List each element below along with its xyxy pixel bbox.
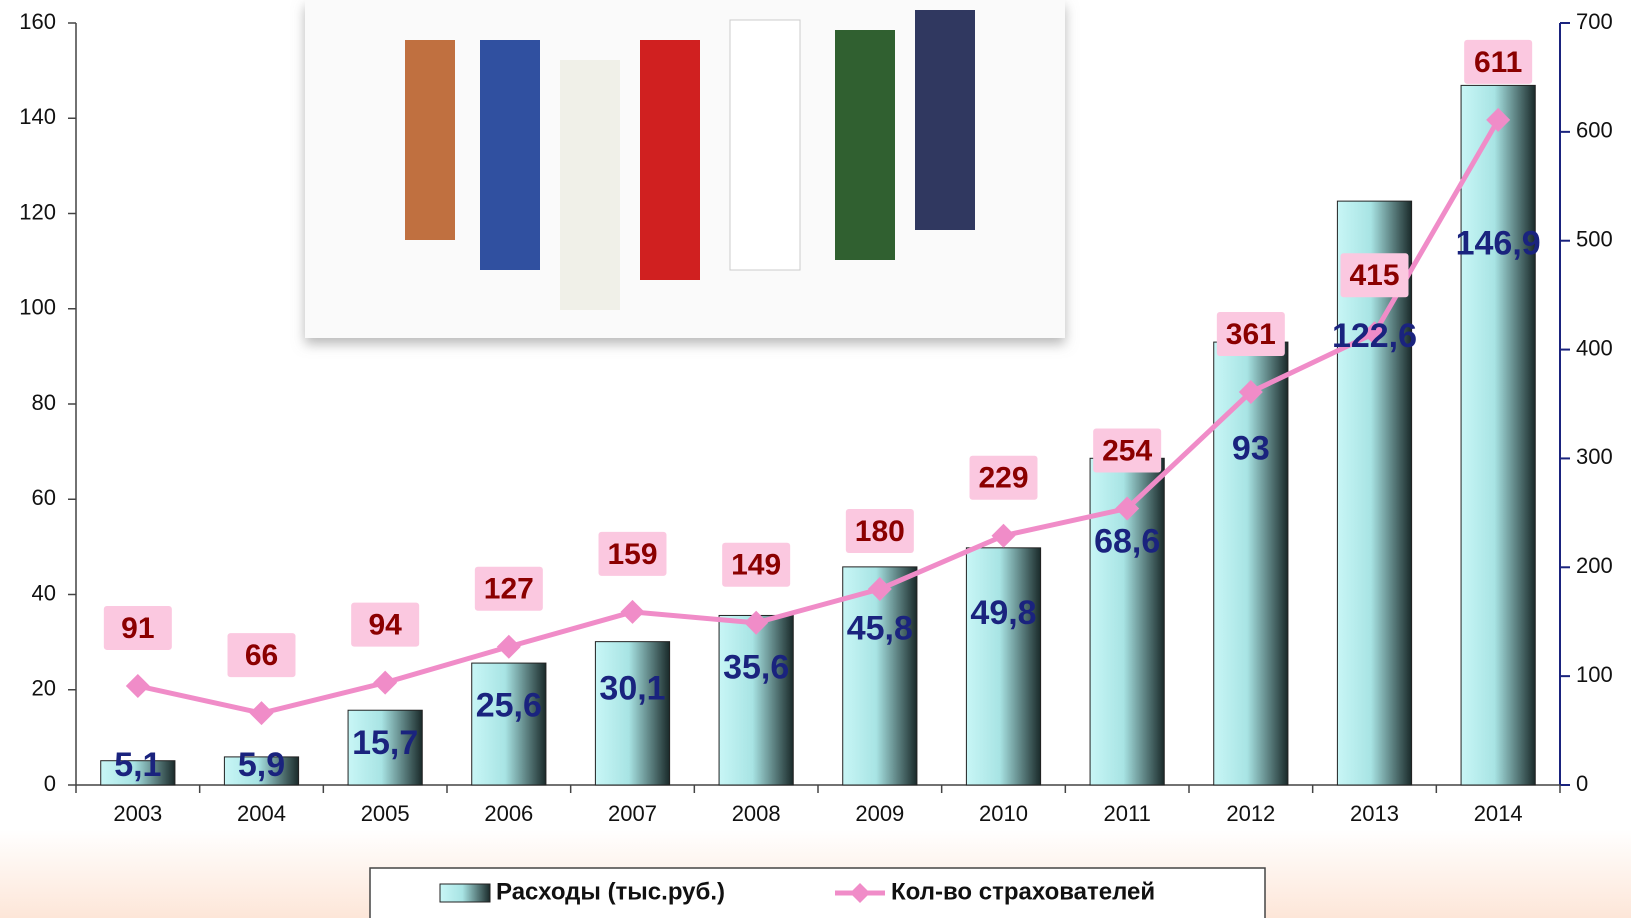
y2-tick-label: 700 <box>1576 9 1613 34</box>
line-value-label: 159 <box>607 538 657 571</box>
line-value-label: 94 <box>368 609 402 642</box>
x-tick-label: 2012 <box>1226 801 1275 826</box>
y-tick-label: 0 <box>44 771 56 796</box>
y-tick-label: 120 <box>19 199 56 224</box>
y-tick-label: 160 <box>19 9 56 34</box>
x-tick-label: 2006 <box>484 801 533 826</box>
chart: Расходы (тыс.руб.) Кол-во страхователей 0… <box>0 0 1631 918</box>
y-tick-label: 140 <box>19 104 56 129</box>
bar-value-label: 45,8 <box>847 609 913 647</box>
x-tick-label: 2004 <box>237 801 286 826</box>
y2-tick-label: 500 <box>1576 227 1613 252</box>
line-value-label: 254 <box>1102 434 1152 467</box>
bar-value-label: 122,6 <box>1332 317 1417 355</box>
bar-value-label: 25,6 <box>476 686 542 724</box>
line-value-label: 611 <box>1474 46 1522 79</box>
x-tick-label: 2009 <box>855 801 904 826</box>
line-marker <box>126 674 150 698</box>
legend-swatch <box>440 884 490 902</box>
x-tick-label: 2013 <box>1350 801 1399 826</box>
line-marker <box>250 701 274 725</box>
line-value-label: 127 <box>484 573 534 606</box>
x-tick-label: 2010 <box>979 801 1028 826</box>
line-value-label: 415 <box>1349 259 1399 292</box>
x-tick-label: 2011 <box>1104 801 1151 826</box>
bar-value-label: 5,1 <box>114 746 161 784</box>
x-tick-label: 2014 <box>1474 801 1523 826</box>
bar-value-label: 68,6 <box>1094 523 1160 561</box>
bar-value-label: 93 <box>1232 430 1270 468</box>
illustration <box>305 0 1065 338</box>
line-value-label: 180 <box>855 515 905 548</box>
bar <box>1214 342 1288 785</box>
y2-tick-label: 200 <box>1576 553 1613 578</box>
line-marker <box>621 600 645 624</box>
line-marker <box>373 671 397 695</box>
bar-value-label: 15,7 <box>352 724 418 762</box>
bar-value-label: 30,1 <box>599 669 665 707</box>
x-tick-label: 2003 <box>113 801 162 826</box>
bar-value-label: 146,9 <box>1456 224 1541 262</box>
line-marker <box>992 524 1016 548</box>
line-value-label: 91 <box>121 612 154 645</box>
bar <box>719 615 793 785</box>
legend: Расходы (тыс.руб.) Кол-во страхователей <box>370 868 1265 918</box>
y-tick-label: 40 <box>32 580 56 605</box>
bar <box>966 548 1040 785</box>
line-value-label: 361 <box>1226 318 1276 351</box>
line-marker <box>497 635 521 659</box>
line-value-label: 149 <box>731 549 781 582</box>
x-tick-label: 2005 <box>361 801 410 826</box>
y-tick-label: 60 <box>32 485 56 510</box>
line-value-label: 66 <box>245 639 278 672</box>
y2-tick-label: 400 <box>1576 335 1613 360</box>
y-tick-label: 80 <box>32 390 56 415</box>
x-tick-label: 2008 <box>732 801 781 826</box>
legend-label: Расходы (тыс.руб.) <box>496 878 725 905</box>
x-tick-label: 2007 <box>608 801 657 826</box>
y-tick-label: 100 <box>19 295 56 320</box>
bar <box>1461 85 1535 785</box>
bar-value-label: 35,6 <box>723 648 789 686</box>
y2-tick-label: 600 <box>1576 118 1613 143</box>
bar <box>595 642 669 785</box>
bar-value-label: 49,8 <box>970 594 1036 632</box>
line-value-label: 229 <box>978 462 1028 495</box>
y2-tick-label: 0 <box>1576 771 1588 796</box>
y-tick-label: 20 <box>32 676 56 701</box>
y2-tick-label: 100 <box>1576 662 1613 687</box>
y2-tick-label: 300 <box>1576 444 1613 469</box>
bar-value-label: 5,9 <box>238 746 285 784</box>
legend-label: Кол-во страхователей <box>891 878 1155 905</box>
